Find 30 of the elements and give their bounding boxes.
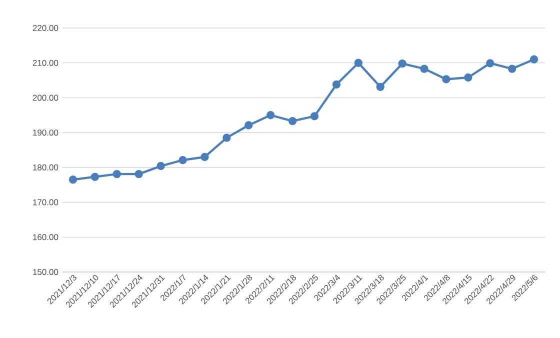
point bbox=[244, 121, 253, 130]
point bbox=[310, 112, 319, 120]
point bbox=[486, 59, 494, 68]
point bbox=[200, 152, 209, 162]
point bbox=[112, 170, 121, 178]
point bbox=[376, 82, 384, 92]
y-tick-label: 190.00 bbox=[33, 130, 58, 136]
y-tick-label: 160.00 bbox=[33, 234, 58, 240]
y-tick-label: 200.00 bbox=[32, 94, 58, 101]
y-tick-label: 220.00 bbox=[32, 25, 58, 32]
point bbox=[354, 58, 362, 67]
point bbox=[134, 170, 143, 178]
point bbox=[222, 134, 231, 142]
point bbox=[156, 162, 165, 170]
y-tick-label: 210.00 bbox=[32, 60, 58, 66]
point bbox=[508, 64, 516, 73]
y-tick-label: 150.00 bbox=[33, 269, 58, 276]
point bbox=[530, 55, 538, 64]
point bbox=[178, 156, 187, 164]
point bbox=[464, 73, 472, 82]
point bbox=[398, 59, 406, 68]
point bbox=[90, 172, 100, 181]
point bbox=[442, 75, 450, 84]
point bbox=[288, 116, 297, 126]
point bbox=[266, 111, 275, 120]
y-tick-label: 180.00 bbox=[33, 164, 58, 170]
point bbox=[68, 176, 78, 184]
point bbox=[332, 80, 341, 89]
y-tick-label: 170.00 bbox=[33, 199, 58, 206]
point bbox=[420, 64, 428, 73]
